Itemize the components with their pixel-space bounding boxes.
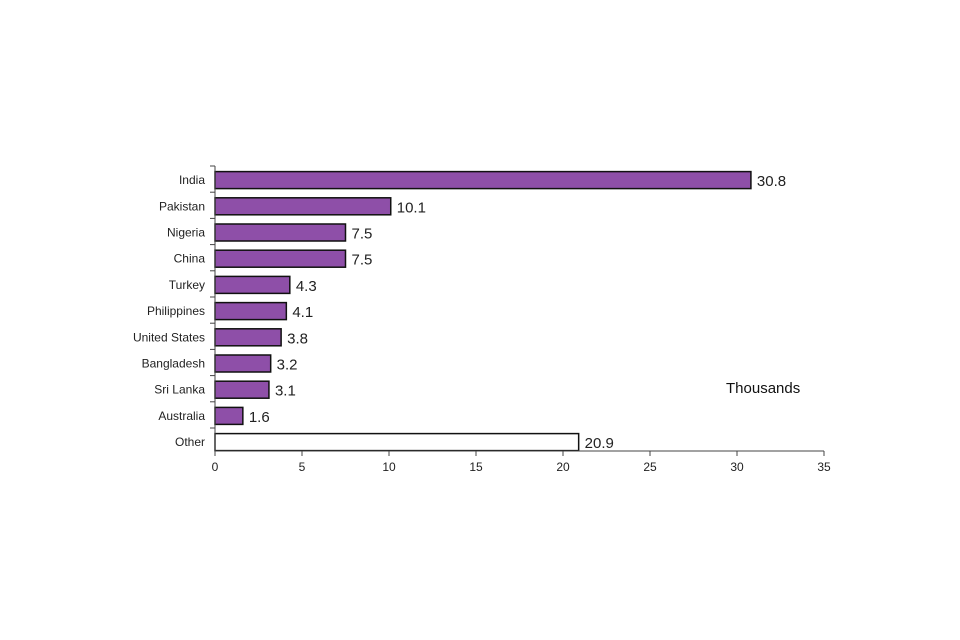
value-label: 30.8 [757, 173, 786, 190]
category-label: Philippines [147, 304, 205, 318]
value-label: 4.1 [292, 304, 313, 321]
category-label: Bangladesh [142, 357, 205, 371]
value-label: 3.8 [287, 330, 308, 347]
value-label: 1.6 [249, 409, 270, 426]
value-label: 7.5 [352, 226, 373, 243]
value-label: 20.9 [585, 435, 614, 452]
bar [214, 170, 752, 190]
category-label: Pakistan [159, 199, 205, 213]
bar [214, 249, 347, 268]
category-label: Turkey [169, 278, 205, 292]
bar [214, 328, 282, 347]
bar [214, 432, 580, 452]
x-tick-label: 20 [556, 460, 570, 474]
bar [214, 380, 270, 399]
value-label: 3.2 [277, 357, 298, 374]
x-tick-label: 0 [212, 460, 219, 474]
value-label: 7.5 [352, 252, 373, 269]
bar [214, 275, 291, 295]
value-label: 10.1 [397, 199, 426, 216]
x-tick-label: 5 [299, 460, 306, 474]
category-label: China [174, 252, 206, 266]
unit-label: Thousands [726, 380, 800, 397]
bar [214, 223, 347, 242]
x-tick-label: 15 [469, 460, 483, 474]
category-label: Other [175, 435, 205, 449]
bar [214, 354, 272, 373]
value-label: 3.1 [275, 383, 296, 400]
category-label: India [179, 173, 205, 187]
bar [214, 406, 244, 426]
x-tick-label: 25 [643, 460, 657, 474]
category-label: Nigeria [167, 226, 205, 240]
bar [214, 197, 392, 216]
category-label: United States [133, 330, 205, 344]
x-tick-label: 30 [730, 460, 744, 474]
x-tick-label: 35 [817, 460, 831, 474]
bar [214, 301, 288, 321]
category-label: Sri Lanka [154, 383, 205, 397]
value-label: 4.3 [296, 278, 317, 295]
category-label: Australia [158, 409, 205, 423]
x-tick-label: 10 [382, 460, 396, 474]
